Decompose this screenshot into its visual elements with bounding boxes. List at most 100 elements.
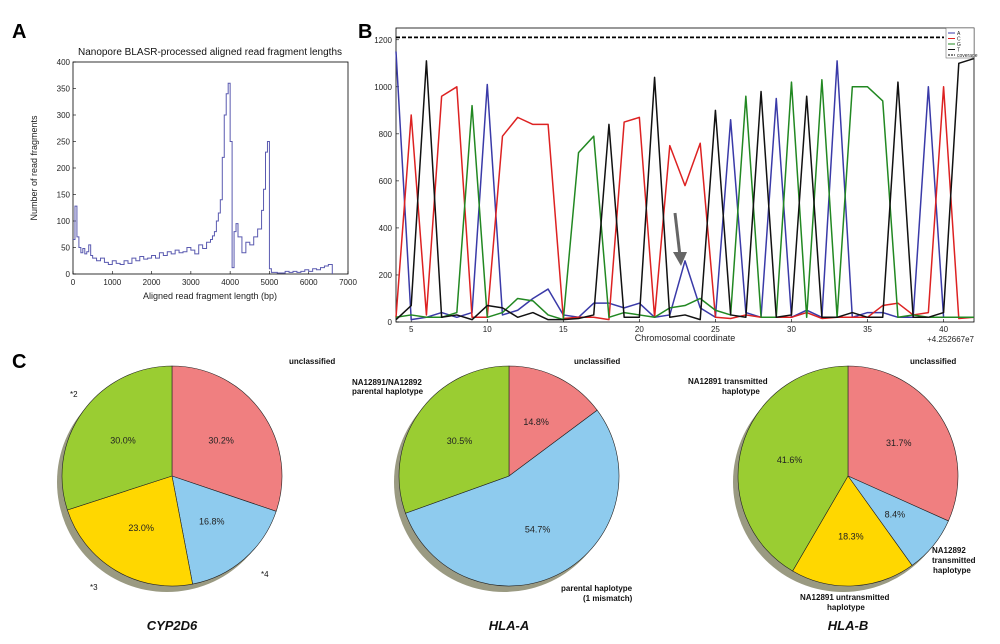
chromatogram-x-offset: +4.252667e7: [927, 335, 974, 344]
pie-slice-percent: 23.0%: [128, 523, 154, 533]
histogram-ytick-label: 250: [57, 138, 71, 147]
pie-hla-b: 31.7% 8.4% 18.3% 41.6%: [733, 365, 959, 592]
chromatogram-xtick-label: 35: [863, 325, 872, 334]
hla-a-blue-label-2: (1 mismatch): [583, 594, 633, 603]
hla-a-title: HLA-A: [489, 618, 529, 633]
chromatogram-xtick-label: 40: [939, 325, 948, 334]
hla-a-unclassified-label: unclassified: [574, 357, 620, 366]
histogram-xtick-label: 4000: [221, 278, 239, 287]
panel-letter-c: C: [12, 351, 26, 373]
pie-slice-percent: 8.4%: [885, 509, 906, 519]
hla-b-blue-label-1: NA12892: [932, 546, 966, 555]
hla-b-title: HLA-B: [828, 618, 868, 633]
histogram-xtick-label: 2000: [143, 278, 161, 287]
chromatogram-ytick-label: 0: [388, 318, 393, 327]
pie-slice-percent: 31.7%: [886, 438, 912, 448]
histogram-ytick-label: 50: [61, 244, 70, 253]
legend-label: coverage: [957, 53, 978, 59]
pie-slice-percent: 41.6%: [777, 455, 803, 465]
histogram-xtick-label: 3000: [182, 278, 200, 287]
series-T-line: [395, 57, 975, 321]
pie-slice: [398, 365, 510, 514]
series-C-line: [395, 86, 975, 321]
histogram-xtick-label: 7000: [339, 278, 357, 287]
histogram-ytick-label: 400: [57, 58, 71, 67]
chromatogram-ytick-label: 600: [379, 177, 393, 186]
pie-slice-percent: 30.0%: [110, 435, 136, 445]
pie-slice: [67, 475, 193, 587]
hla-b-blue-label-2: transmitted: [932, 556, 976, 565]
chromatogram-xtick-label: 10: [483, 325, 492, 334]
histogram-ytick-label: 100: [57, 217, 71, 226]
cyp2d6-unclassified-label: unclassified: [289, 357, 335, 366]
hla-b-yellow-label-2: haplotype: [827, 603, 865, 612]
panel-letter-a: A: [12, 21, 26, 43]
cyp2d6-star2-label: *2: [70, 390, 78, 399]
chromatogram-frame: [395, 27, 975, 323]
chromatogram-ytick-label: 1000: [374, 83, 392, 92]
histogram-panel: Nanopore BLASR-processed aligned read fr…: [29, 47, 357, 301]
pie-slice: [61, 365, 173, 511]
pie-slice: [405, 409, 620, 587]
hla-a-green-label-2: parental haplotype: [352, 387, 424, 396]
legend-label: A: [957, 31, 961, 37]
histogram-ytick-label: 300: [57, 111, 71, 120]
hla-a-green-label-1: NA12891/NA12892: [352, 378, 422, 387]
pie-slice-percent: 54.7%: [525, 524, 551, 534]
hla-b-yellow-label-1: NA12891 untransmitted: [800, 593, 889, 602]
legend-label: G: [957, 42, 961, 48]
histogram-ytick-label: 200: [57, 164, 71, 173]
histogram-ytick-label: 350: [57, 85, 71, 94]
hla-b-green-label-1: NA12891 transmitted: [688, 377, 768, 386]
annotation-arrow: [673, 212, 687, 266]
legend-label: T: [957, 48, 960, 54]
pie-charts-panel: 30.2% 16.8% 23.0% 30.0% 14.8% 54.7% 30.5% 31.…: [57, 357, 976, 633]
histogram-ytick-label: 0: [66, 270, 71, 279]
chromatogram-xtick-label: 30: [787, 325, 796, 334]
legend-label: C: [957, 37, 961, 43]
pie-slice: [847, 365, 959, 522]
histogram-ytick-label: 150: [57, 191, 71, 200]
chromatogram-xlabel: Chromosomal coordinate: [635, 333, 736, 343]
chromatogram-ytick-label: 400: [379, 224, 393, 233]
histogram-xtick-label: 0: [71, 278, 76, 287]
hla-b-blue-label-3: haplotype: [933, 566, 971, 575]
hla-b-green-label-2: haplotype: [722, 387, 760, 396]
hla-b-unclassified-label: unclassified: [910, 357, 956, 366]
histogram-xtick-label: 5000: [261, 278, 279, 287]
histogram-ylabel: Number of read fragments: [29, 115, 39, 221]
pie-slice: [508, 365, 598, 477]
pie-slice: [792, 475, 913, 587]
panel-letter-b: B: [358, 21, 372, 43]
chromatogram-xtick-label: 25: [711, 325, 720, 334]
cyp2d6-star3-label: *3: [90, 583, 98, 592]
histogram-xlabel: Aligned read fragment length (bp): [143, 291, 277, 301]
hla-a-blue-label-1: parental haplotype: [561, 584, 633, 593]
chromatogram-xtick-label: 5: [409, 325, 414, 334]
chromatogram-ytick-label: 1200: [374, 36, 392, 45]
pie-slice-percent: 16.8%: [199, 517, 225, 527]
pie-slice: [171, 475, 277, 585]
chromatogram-xtick-label: 15: [559, 325, 568, 334]
cyp2d6-title: CYP2D6: [147, 618, 198, 633]
cyp2d6-star4-label: *4: [261, 570, 269, 579]
histogram-title: Nanopore BLASR-processed aligned read fr…: [78, 47, 342, 58]
pie-slice-percent: 14.8%: [523, 417, 549, 427]
series-A-line: [395, 51, 974, 321]
pie-hla-a: 14.8% 54.7% 30.5%: [394, 365, 620, 592]
pie-slice-percent: 30.5%: [447, 436, 473, 446]
pie-slice-percent: 30.2%: [208, 436, 234, 446]
pie-cyp2d6: 30.2% 16.8% 23.0% 30.0%: [57, 365, 283, 592]
pie-slice-percent: 18.3%: [838, 531, 864, 541]
histogram-xtick-label: 1000: [103, 278, 121, 287]
series-G-line: [395, 78, 974, 321]
pie-slice: [737, 365, 849, 572]
pie-slice: [171, 365, 283, 512]
chromatogram-ytick-label: 800: [379, 130, 393, 139]
histogram-line: [73, 82, 333, 274]
chromatogram-xtick-label: 20: [635, 325, 644, 334]
histogram-xtick-label: 6000: [300, 278, 318, 287]
